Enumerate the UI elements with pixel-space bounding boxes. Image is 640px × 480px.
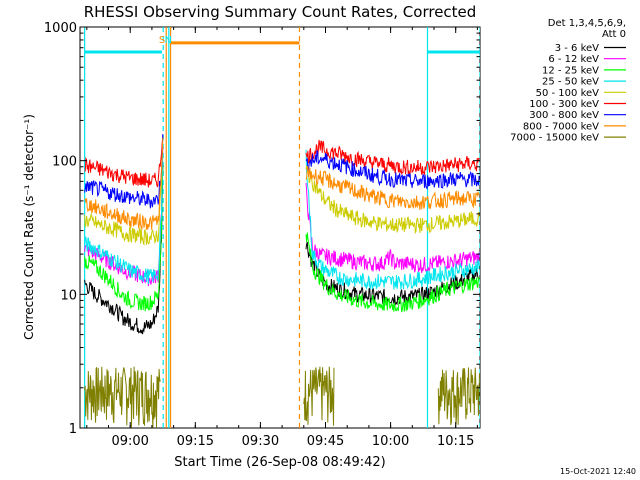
series-4-seg-0 bbox=[84, 143, 164, 247]
series-4-seg-1 bbox=[305, 164, 480, 235]
legend-label-5: 100 - 300 keV bbox=[529, 99, 599, 110]
series-2-seg-1 bbox=[305, 232, 480, 313]
footer-timestamp: 15-Oct-2021 12:40 bbox=[560, 467, 636, 476]
x-tick-label-4: 10:00 bbox=[372, 434, 409, 449]
y-tick-label-0: 1 bbox=[69, 422, 77, 437]
legend-header-1: Att 0 bbox=[602, 29, 626, 40]
marker-n: N bbox=[165, 35, 172, 46]
noise-pre-low bbox=[84, 366, 161, 428]
series-7-seg-1 bbox=[305, 166, 480, 210]
noise-post-low bbox=[303, 366, 335, 426]
legend-header-0: Det 1,3,4,5,6,9, bbox=[548, 18, 626, 29]
chart-title: RHESSI Observing Summary Count Rates, Co… bbox=[84, 3, 477, 21]
series-6-seg-0 bbox=[84, 133, 164, 209]
y-tick-label-1: 10 bbox=[60, 288, 77, 303]
series-1-seg-1 bbox=[305, 182, 480, 273]
series-0-seg-0 bbox=[84, 164, 164, 335]
legend-label-7: 800 - 7000 keV bbox=[523, 121, 599, 132]
series-6-seg-1 bbox=[305, 149, 480, 190]
series-3-seg-0 bbox=[84, 154, 164, 285]
x-tick-label-5: 10:15 bbox=[437, 434, 474, 449]
series-2-seg-0 bbox=[84, 164, 164, 312]
series-7-seg-0 bbox=[84, 137, 164, 231]
y-axis-label: Corrected Count Rate (s⁻¹ detector⁻¹) bbox=[22, 114, 36, 340]
legend-label-4: 50 - 100 keV bbox=[536, 88, 600, 99]
series-5-seg-0 bbox=[84, 135, 164, 188]
x-tick-label-2: 09:30 bbox=[242, 434, 279, 449]
x-axis-label: Start Time (26-Sep-08 08:49:42) bbox=[174, 455, 385, 470]
legend-label-3: 25 - 50 keV bbox=[542, 77, 599, 88]
legend-label-6: 300 - 800 keV bbox=[529, 110, 599, 121]
series-5-seg-1 bbox=[305, 139, 480, 177]
y-tick-label-3: 1000 bbox=[44, 21, 77, 36]
x-tick-label-0: 09:00 bbox=[111, 434, 148, 449]
legend-label-1: 6 - 12 keV bbox=[548, 54, 599, 65]
series-3-seg-1 bbox=[305, 149, 480, 290]
legend-label-8: 7000 - 15000 keV bbox=[510, 133, 599, 144]
legend-label-0: 3 - 6 keV bbox=[555, 43, 599, 54]
noise-post-low2 bbox=[437, 367, 480, 426]
x-tick-label-1: 09:15 bbox=[177, 434, 214, 449]
y-tick-label-2: 100 bbox=[52, 155, 77, 170]
legend-label-2: 12 - 25 keV bbox=[542, 65, 599, 76]
x-tick-label-3: 09:45 bbox=[307, 434, 344, 449]
marker-s: S bbox=[159, 35, 165, 46]
